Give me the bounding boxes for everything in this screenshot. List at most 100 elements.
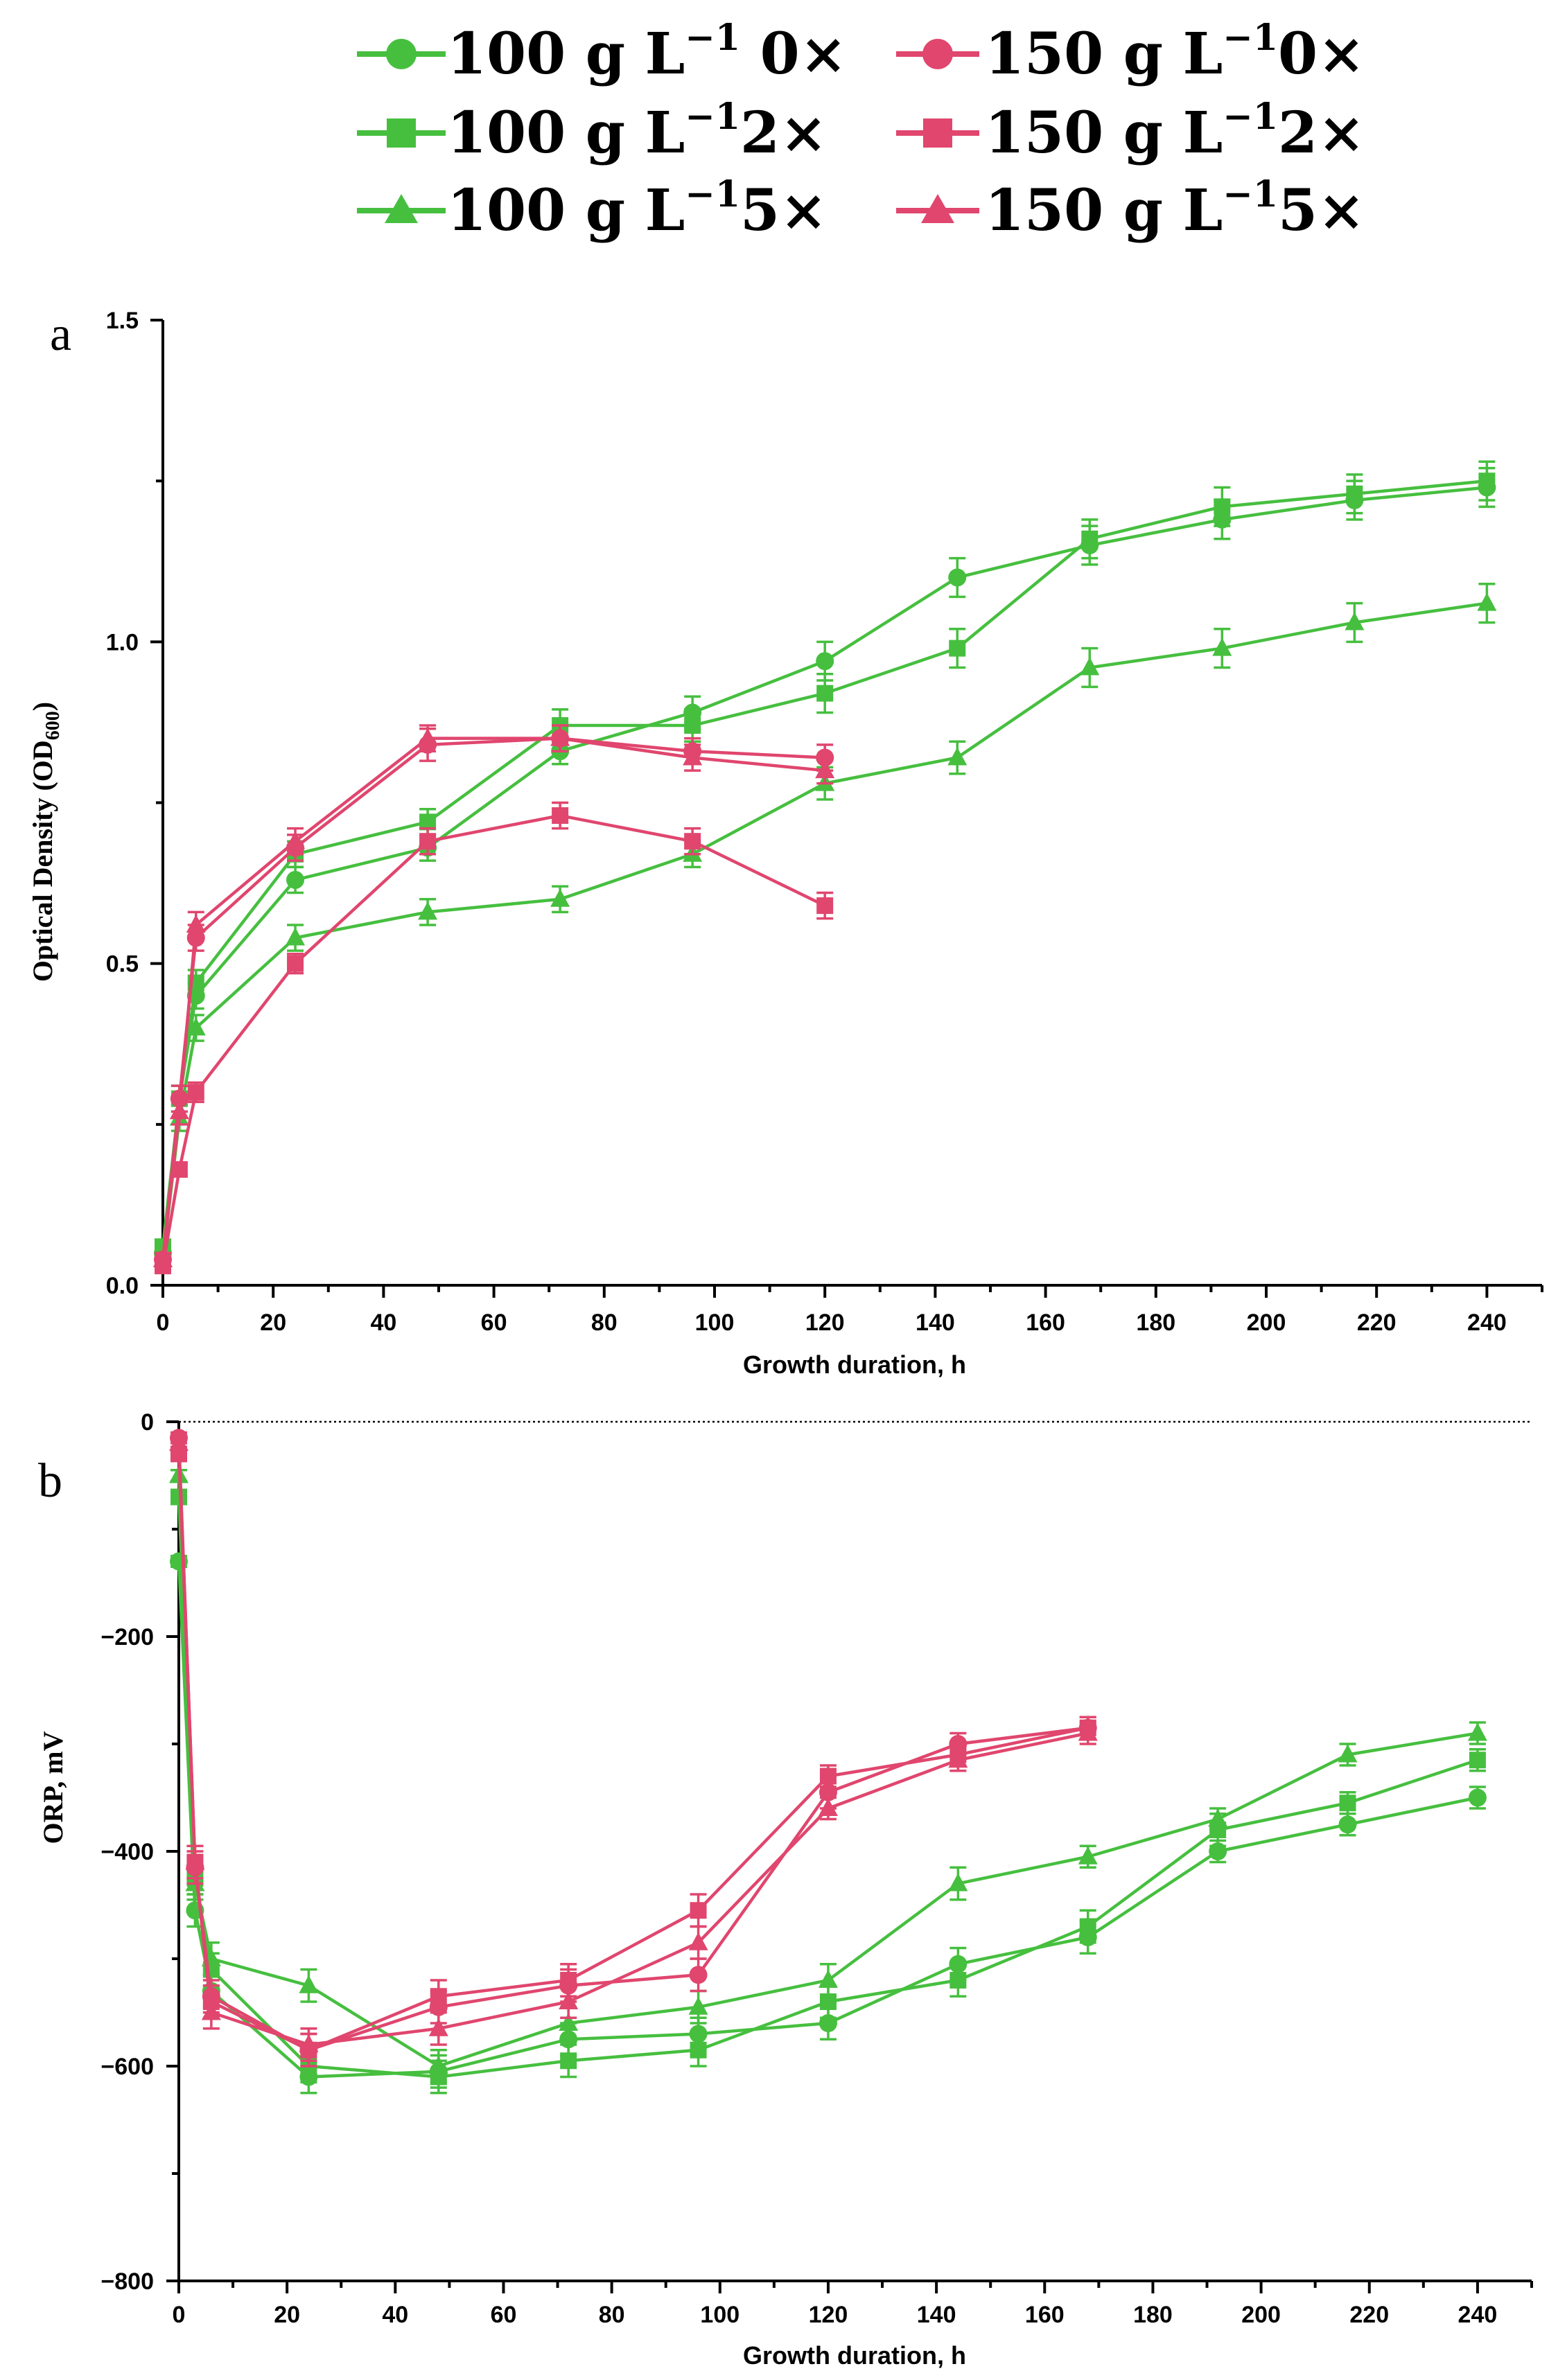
legend-item: 100 g L−1 0×: [357, 17, 847, 87]
y-tick-label: 1.5: [106, 308, 139, 334]
data-point: [816, 685, 834, 702]
legend-label: 150 g L−12×: [985, 96, 1365, 166]
legend-item: 150 g L−15×: [896, 173, 1365, 244]
data-point: [948, 1749, 968, 1768]
data-point: [286, 870, 305, 889]
y-axis-title: Optical Density (OD600): [27, 702, 64, 982]
panel-letter: b: [38, 1454, 62, 1508]
x-tick-label: 240: [1458, 2302, 1498, 2328]
data-point: [419, 833, 437, 850]
data-point: [948, 568, 967, 587]
data-point: [1338, 1815, 1357, 1834]
series-line: [177, 1443, 1089, 2047]
legend-label: 100 g L−12×: [447, 96, 828, 166]
data-point: [428, 2056, 448, 2074]
data-point: [815, 760, 835, 779]
y-tick-label: 0.5: [106, 951, 139, 978]
legend-marker-triangle-icon: [385, 194, 418, 223]
data-point: [948, 1873, 968, 1892]
data-point: [1477, 592, 1497, 611]
data-point: [688, 1996, 708, 2015]
legend-item: 150 g L−10×: [896, 17, 1365, 87]
y-tick-label: 0.0: [106, 1273, 139, 1299]
chart-panel-a: a Optical Density (OD600) Growth duratio…: [27, 308, 1543, 1379]
data-point: [1346, 485, 1363, 502]
data-point: [1469, 1752, 1486, 1769]
series: [155, 460, 1496, 1255]
x-tick-label: 20: [274, 2302, 300, 2328]
series: [169, 1433, 1098, 2062]
x-tick-label: 240: [1467, 1310, 1507, 1336]
x-tick-label: 60: [481, 1310, 507, 1336]
legend-marker-circle-icon: [922, 39, 953, 69]
x-tick-label: 200: [1241, 2302, 1281, 2328]
data-point: [153, 1249, 173, 1267]
data-point: [1468, 1788, 1487, 1807]
x-tick-label: 80: [599, 2302, 625, 2328]
series: [169, 1465, 1487, 2083]
x-tick-label: 120: [805, 1310, 845, 1336]
y-tick-label: −600: [100, 2054, 154, 2080]
data-point: [949, 1972, 967, 1989]
data-point: [1345, 612, 1365, 631]
x-axis-title: Growth duration, h: [743, 1350, 966, 1379]
data-point: [949, 640, 966, 657]
x-tick-label: 180: [1133, 2302, 1173, 2328]
data-point: [684, 833, 701, 850]
legend-label: 150 g L−10×: [985, 17, 1365, 87]
data-point: [186, 914, 206, 933]
y-tick-label: −200: [100, 1624, 154, 1650]
data-point: [186, 1017, 206, 1036]
y-tick-label: −400: [100, 1839, 154, 1865]
x-tick-label: 0: [157, 1310, 170, 1336]
x-tick-label: 120: [809, 2302, 848, 2328]
x-tick-label: 40: [370, 1310, 396, 1336]
series-line: [161, 486, 1487, 1253]
data-point: [201, 2002, 221, 2020]
legend: 100 g L−1 0× 100 g L−12× 100 g L−15× 150…: [357, 17, 1365, 244]
data-point: [552, 807, 569, 825]
legend-item: 100 g L−15×: [357, 173, 828, 244]
data-point: [1467, 1722, 1487, 1741]
data-point: [819, 1768, 837, 1785]
data-point: [169, 1433, 189, 1451]
data-point: [418, 728, 438, 746]
data-point: [428, 2018, 448, 2036]
data-point: [169, 1101, 189, 1120]
legend-marker-triangle-icon: [921, 194, 954, 223]
data-point: [286, 927, 306, 946]
legend-item: 150 g L−12×: [896, 96, 1365, 166]
data-point: [690, 2041, 707, 2059]
series: [153, 724, 835, 1267]
series-line: [161, 737, 825, 1260]
data-point: [690, 1902, 707, 1919]
x-tick-label: 20: [260, 1310, 286, 1336]
data-point: [1080, 657, 1100, 676]
data-point: [947, 747, 968, 766]
x-tick-label: 160: [1025, 2302, 1065, 2328]
data-point: [559, 1991, 579, 2009]
series: [155, 801, 834, 1275]
data-point: [559, 2013, 579, 2031]
data-point: [550, 728, 570, 746]
data-point: [1478, 473, 1496, 490]
data-point: [1212, 637, 1232, 656]
data-point: [187, 1084, 204, 1101]
data-point: [286, 831, 306, 849]
panel-letter: a: [50, 308, 71, 361]
data-point: [816, 897, 834, 915]
y-tick-label: −800: [100, 2268, 154, 2295]
legend-label: 100 g L−15×: [447, 173, 828, 244]
data-point: [1079, 1918, 1096, 1935]
x-tick-label: 60: [491, 2302, 517, 2328]
legend-marker-circle-icon: [386, 39, 417, 69]
y-tick-label: 1.0: [106, 629, 139, 655]
x-tick-label: 200: [1247, 1310, 1286, 1336]
x-tick-label: 140: [916, 1310, 955, 1336]
data-point: [684, 717, 701, 734]
x-tick-label: 140: [917, 2302, 956, 2328]
data-point: [1078, 1722, 1098, 1741]
data-point: [1339, 1795, 1356, 1812]
y-tick-label: 0: [141, 1409, 154, 1436]
